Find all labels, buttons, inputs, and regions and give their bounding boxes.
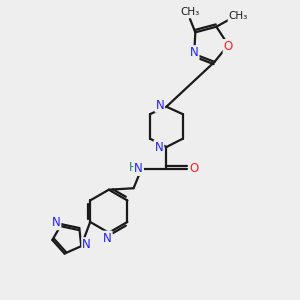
Text: O: O xyxy=(224,40,233,53)
Text: O: O xyxy=(189,162,199,175)
Text: CH₃: CH₃ xyxy=(229,11,248,21)
Text: N: N xyxy=(154,140,163,154)
Text: CH₃: CH₃ xyxy=(180,7,200,17)
Text: N: N xyxy=(155,99,164,112)
Text: N: N xyxy=(103,232,112,244)
Text: N: N xyxy=(52,216,61,229)
Text: N: N xyxy=(190,46,199,59)
Text: N: N xyxy=(134,162,143,175)
Text: N: N xyxy=(82,238,91,251)
Text: H: H xyxy=(129,160,138,173)
